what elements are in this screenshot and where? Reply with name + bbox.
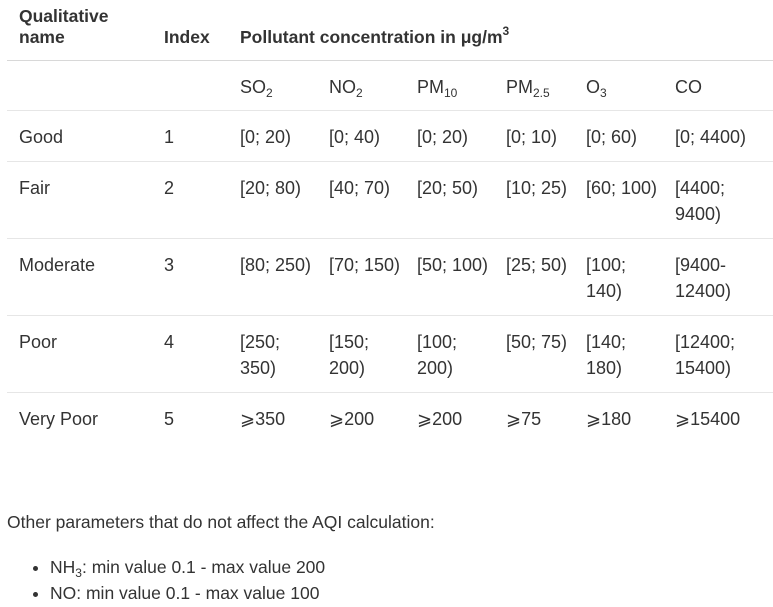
- aqi-table-body: Good 1 [0; 20) [0; 40) [0; 20) [0; 10) [0; 60)…: [7, 110, 773, 444]
- concentration-cell: [40; 70): [317, 161, 405, 239]
- list-item: NH3: min value 0.1 - max value 200: [50, 554, 325, 580]
- concentration-cell: [100; 200): [405, 315, 494, 393]
- qualitative-name-cell: Poor: [7, 315, 152, 393]
- qualitative-name-cell: Fair: [7, 161, 152, 239]
- concentration-cell: [0; 4400): [663, 110, 773, 162]
- aqi-table: Qualitative name Index Pollutant concent…: [7, 0, 773, 443]
- concentration-cell: [50; 75): [494, 315, 574, 393]
- pollutant-header: O3: [574, 60, 663, 111]
- concentration-cell: ⩾200: [329, 409, 375, 429]
- index-cell: 1: [152, 110, 228, 162]
- concentration-cell: ⩾350: [240, 409, 286, 429]
- concentration-cell: ⩾180: [586, 409, 632, 429]
- qualitative-name-cell: Good: [7, 110, 152, 162]
- concentration-cell: [25; 50): [494, 238, 574, 316]
- pollutant-header: SO2: [228, 60, 317, 111]
- table-row: Moderate 3 [80; 250) [70; 150) [50; 100) [25;…: [7, 238, 773, 316]
- concentration-cell: ⩾75: [506, 409, 542, 429]
- index-cell: 2: [152, 161, 228, 239]
- header-qualitative-name: Qualitative name: [7, 0, 152, 61]
- index-cell: 5: [164, 409, 175, 429]
- table-row: Poor 4 [250; 350) [150; 200) [100; 200) [50; …: [7, 315, 773, 393]
- qualitative-name-cell: Very Poor: [19, 409, 99, 429]
- other-parameters-list: NH3: min value 0.1 - max value 200 NO: m…: [30, 554, 325, 606]
- concentration-cell: [150; 200): [317, 315, 405, 393]
- other-parameters-note: Other parameters that do not affect the …: [7, 512, 435, 532]
- concentration-cell: ⩾200: [417, 409, 463, 429]
- table-row: Good 1 [0; 20) [0; 40) [0; 20) [0; 10) [0; 60)…: [7, 110, 773, 162]
- concentration-cell: [0; 20): [405, 110, 494, 162]
- header-index: Index: [152, 0, 228, 61]
- pollutant-header: CO: [663, 60, 773, 111]
- concentration-cell: [70; 150): [317, 238, 405, 316]
- qualitative-name-cell: Moderate: [7, 238, 152, 316]
- header-pollutant-concentration: Pollutant concentration in μg/m3: [228, 0, 773, 61]
- index-cell: 3: [152, 238, 228, 316]
- table-row: Very Poor 5 ⩾350 ⩾200 ⩾200 ⩾75 ⩾180 ⩾15400: [7, 393, 773, 444]
- index-cell: 4: [152, 315, 228, 393]
- concentration-cell: [0; 60): [574, 110, 663, 162]
- concentration-cell: [0; 40): [317, 110, 405, 162]
- header-empty-cell: [152, 60, 228, 111]
- concentration-cell: [140; 180): [574, 315, 663, 393]
- header-empty-cell: [7, 60, 152, 111]
- concentration-cell: [80; 250): [228, 238, 317, 316]
- concentration-cell: [9400- 12400): [663, 238, 773, 316]
- concentration-cell: ⩾15400: [675, 409, 741, 429]
- concentration-cell: [250; 350): [228, 315, 317, 393]
- pollutant-header: PM10: [405, 60, 494, 111]
- concentration-cell: [4400; 9400): [663, 161, 773, 239]
- pollutant-header: NO2: [317, 60, 405, 111]
- aqi-table-container: Qualitative name Index Pollutant concent…: [7, 0, 773, 443]
- concentration-cell: [0; 20): [228, 110, 317, 162]
- list-item: NO: min value 0.1 - max value 100: [50, 580, 325, 606]
- concentration-cell: [20; 80): [228, 161, 317, 239]
- concentration-cell: [10; 25): [494, 161, 574, 239]
- concentration-cell: [60; 100): [574, 161, 663, 239]
- concentration-cell: [12400; 15400): [663, 315, 773, 393]
- concentration-cell: [50; 100): [405, 238, 494, 316]
- concentration-cell: [20; 50): [405, 161, 494, 239]
- pollutant-header: PM2.5: [494, 60, 574, 111]
- concentration-cell: [100; 140): [574, 238, 663, 316]
- table-row: Fair 2 [20; 80) [40; 70) [20; 50) [10; 25) [60…: [7, 161, 773, 239]
- concentration-cell: [0; 10): [494, 110, 574, 162]
